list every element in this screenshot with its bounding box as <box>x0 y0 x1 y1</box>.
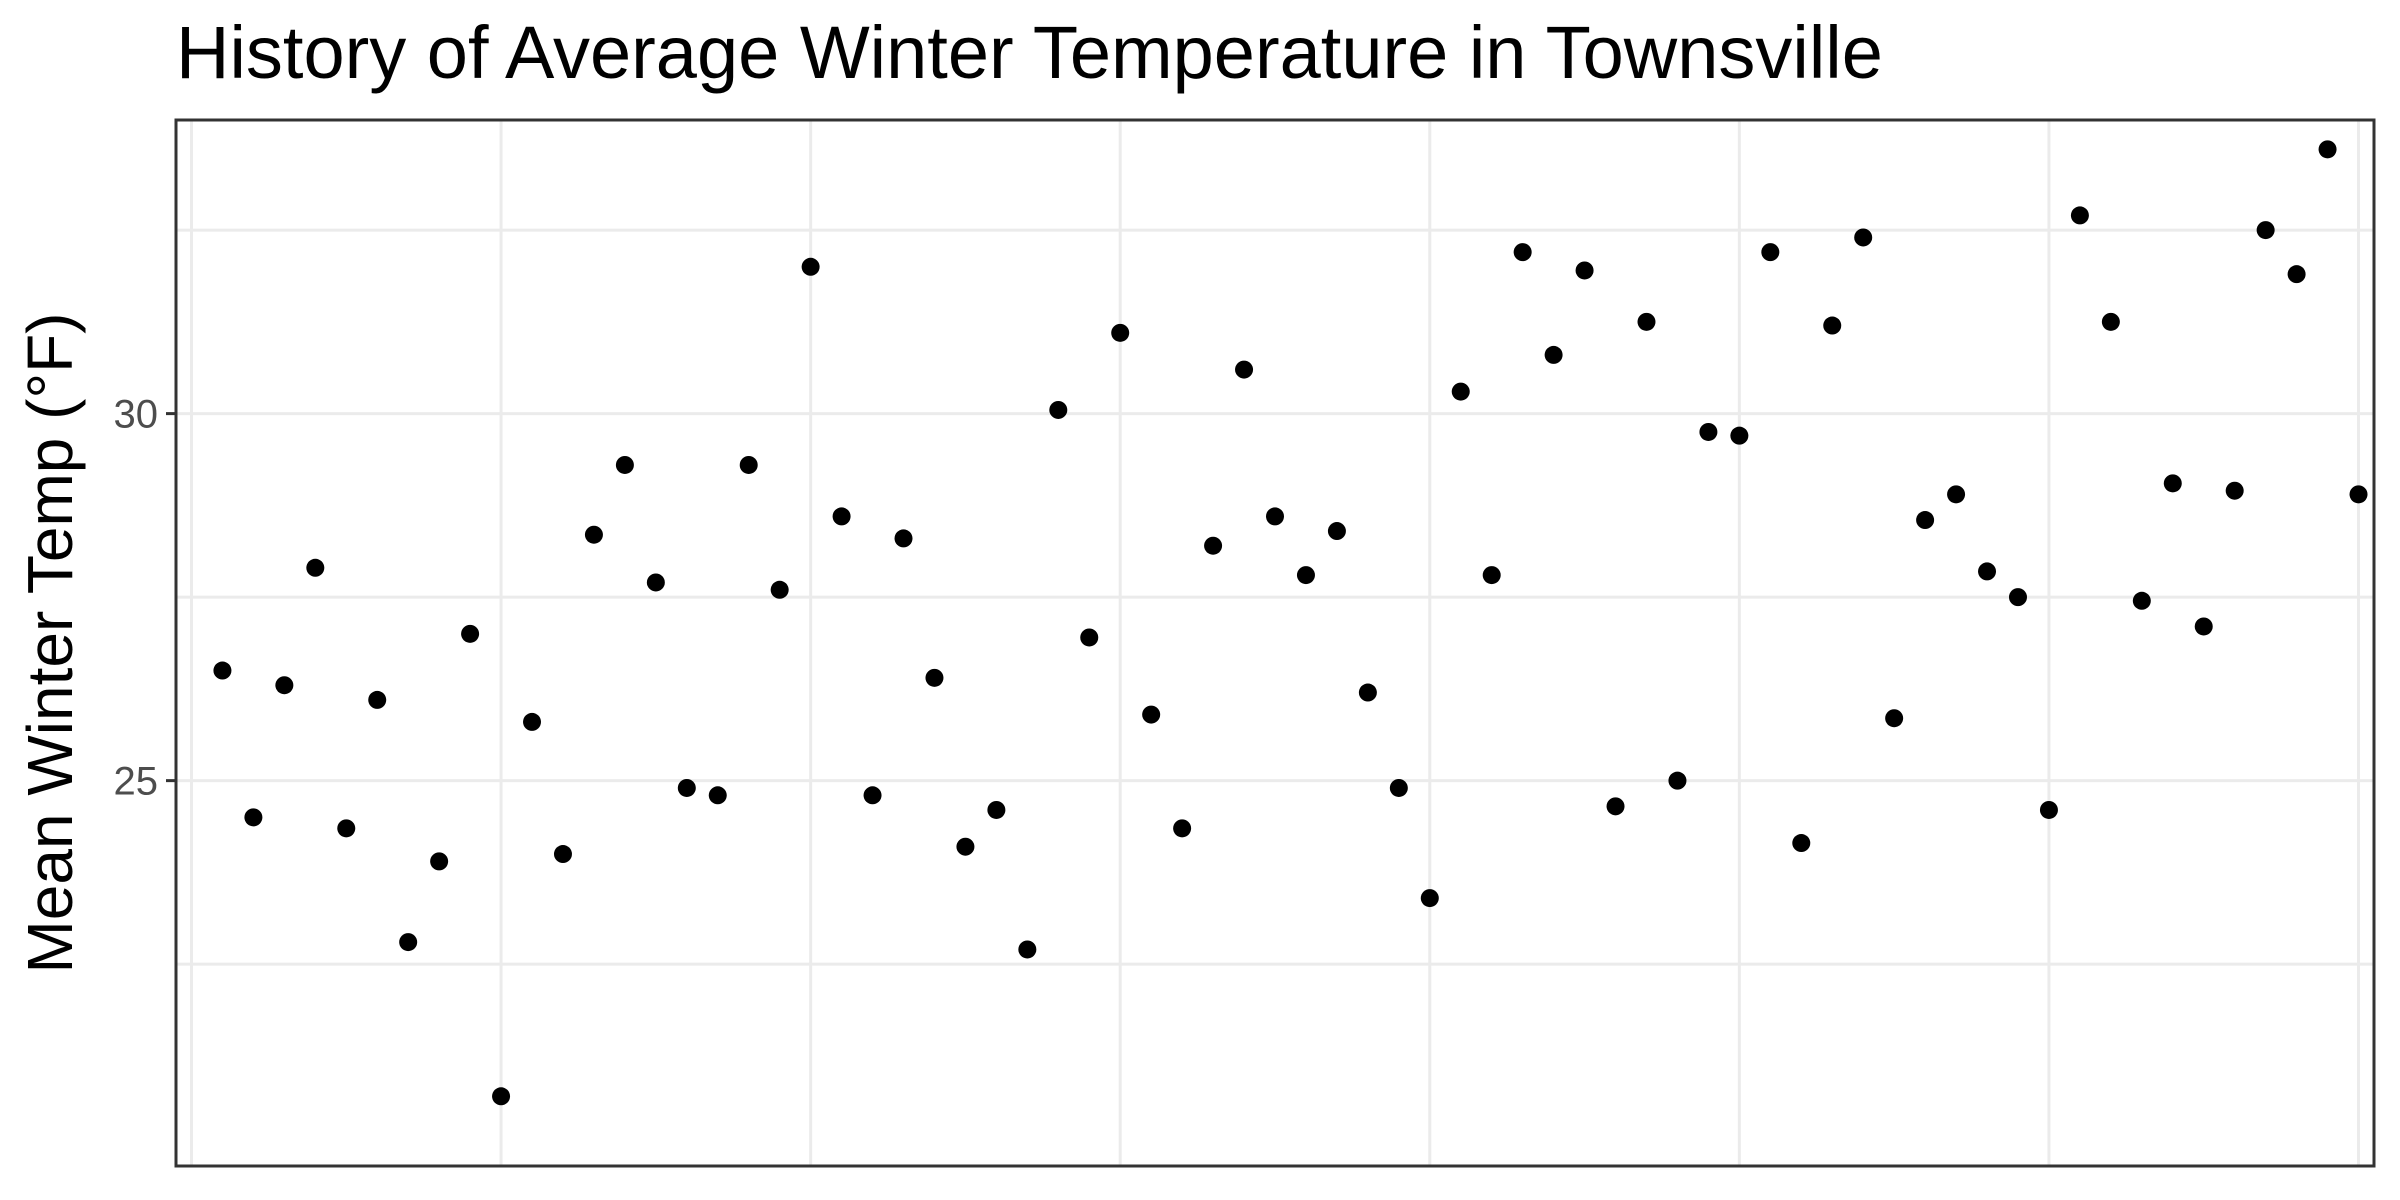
data-point <box>2008 588 2027 607</box>
data-point <box>1327 522 1346 541</box>
data-point <box>1482 566 1501 585</box>
data-point <box>987 800 1006 819</box>
data-point <box>708 786 727 805</box>
data-point <box>553 845 572 864</box>
data-point <box>770 580 789 599</box>
data-point <box>2318 140 2337 159</box>
data-point <box>1823 316 1842 335</box>
data-points <box>213 140 2368 1106</box>
data-point <box>584 525 603 544</box>
data-point <box>1018 940 1037 959</box>
data-point <box>1885 709 1904 728</box>
data-point <box>1420 889 1439 908</box>
data-point <box>213 661 232 680</box>
data-point <box>1513 243 1532 262</box>
data-point <box>368 690 387 709</box>
data-point <box>2163 474 2182 493</box>
data-point <box>2287 265 2306 284</box>
data-point <box>2194 617 2213 636</box>
data-point <box>1080 628 1099 647</box>
data-point <box>523 712 542 731</box>
data-point <box>306 558 325 577</box>
data-point <box>615 455 634 474</box>
grid-lines <box>176 120 2374 1166</box>
plot-border <box>174 118 2376 1168</box>
data-point <box>1544 345 1563 364</box>
data-point <box>275 676 294 695</box>
data-point <box>1049 400 1068 419</box>
data-point <box>461 624 480 643</box>
data-point <box>2039 800 2058 819</box>
data-point <box>1111 323 1130 342</box>
data-point <box>1606 797 1625 816</box>
data-point <box>337 819 356 838</box>
data-point <box>1575 261 1594 280</box>
data-point <box>1266 507 1284 526</box>
data-point <box>832 507 851 526</box>
data-point <box>1142 705 1161 724</box>
data-point <box>1358 683 1377 702</box>
data-point <box>1235 360 1254 379</box>
data-point <box>1978 562 1997 581</box>
data-point <box>739 455 758 474</box>
data-point <box>1173 819 1192 838</box>
data-point <box>1854 228 1873 247</box>
y-tick-label: 30 <box>114 393 159 437</box>
data-point <box>1947 485 1966 504</box>
y-axis-label: Mean Winter Temp (°F) <box>14 313 86 974</box>
data-point <box>430 852 449 871</box>
data-point <box>2349 485 2368 504</box>
data-point <box>1761 243 1780 262</box>
data-point <box>492 1087 511 1106</box>
data-point <box>1792 834 1811 853</box>
data-point <box>2070 206 2089 225</box>
data-point <box>2132 591 2151 610</box>
data-point <box>2101 312 2120 331</box>
data-point <box>1451 382 1470 401</box>
data-point <box>1668 771 1687 790</box>
data-point <box>646 573 665 592</box>
data-point <box>925 668 944 687</box>
data-point <box>677 778 696 797</box>
data-point <box>399 933 418 952</box>
data-point <box>1730 426 1749 445</box>
data-point <box>1204 536 1223 555</box>
chart-title: History of Average Winter Temperature in… <box>176 11 1883 94</box>
data-point <box>1699 422 1718 441</box>
data-point <box>2256 221 2275 240</box>
data-point <box>1296 566 1315 585</box>
data-point <box>863 786 882 805</box>
data-point <box>1916 511 1935 530</box>
y-tick-label: 25 <box>114 760 159 804</box>
data-point <box>894 529 913 548</box>
data-point <box>2225 481 2244 500</box>
data-point <box>956 837 975 856</box>
data-point <box>244 808 263 827</box>
y-axis-ticks: 25 30 <box>114 393 176 804</box>
data-point <box>801 257 820 276</box>
data-point <box>1637 312 1656 331</box>
data-point <box>1389 778 1408 797</box>
